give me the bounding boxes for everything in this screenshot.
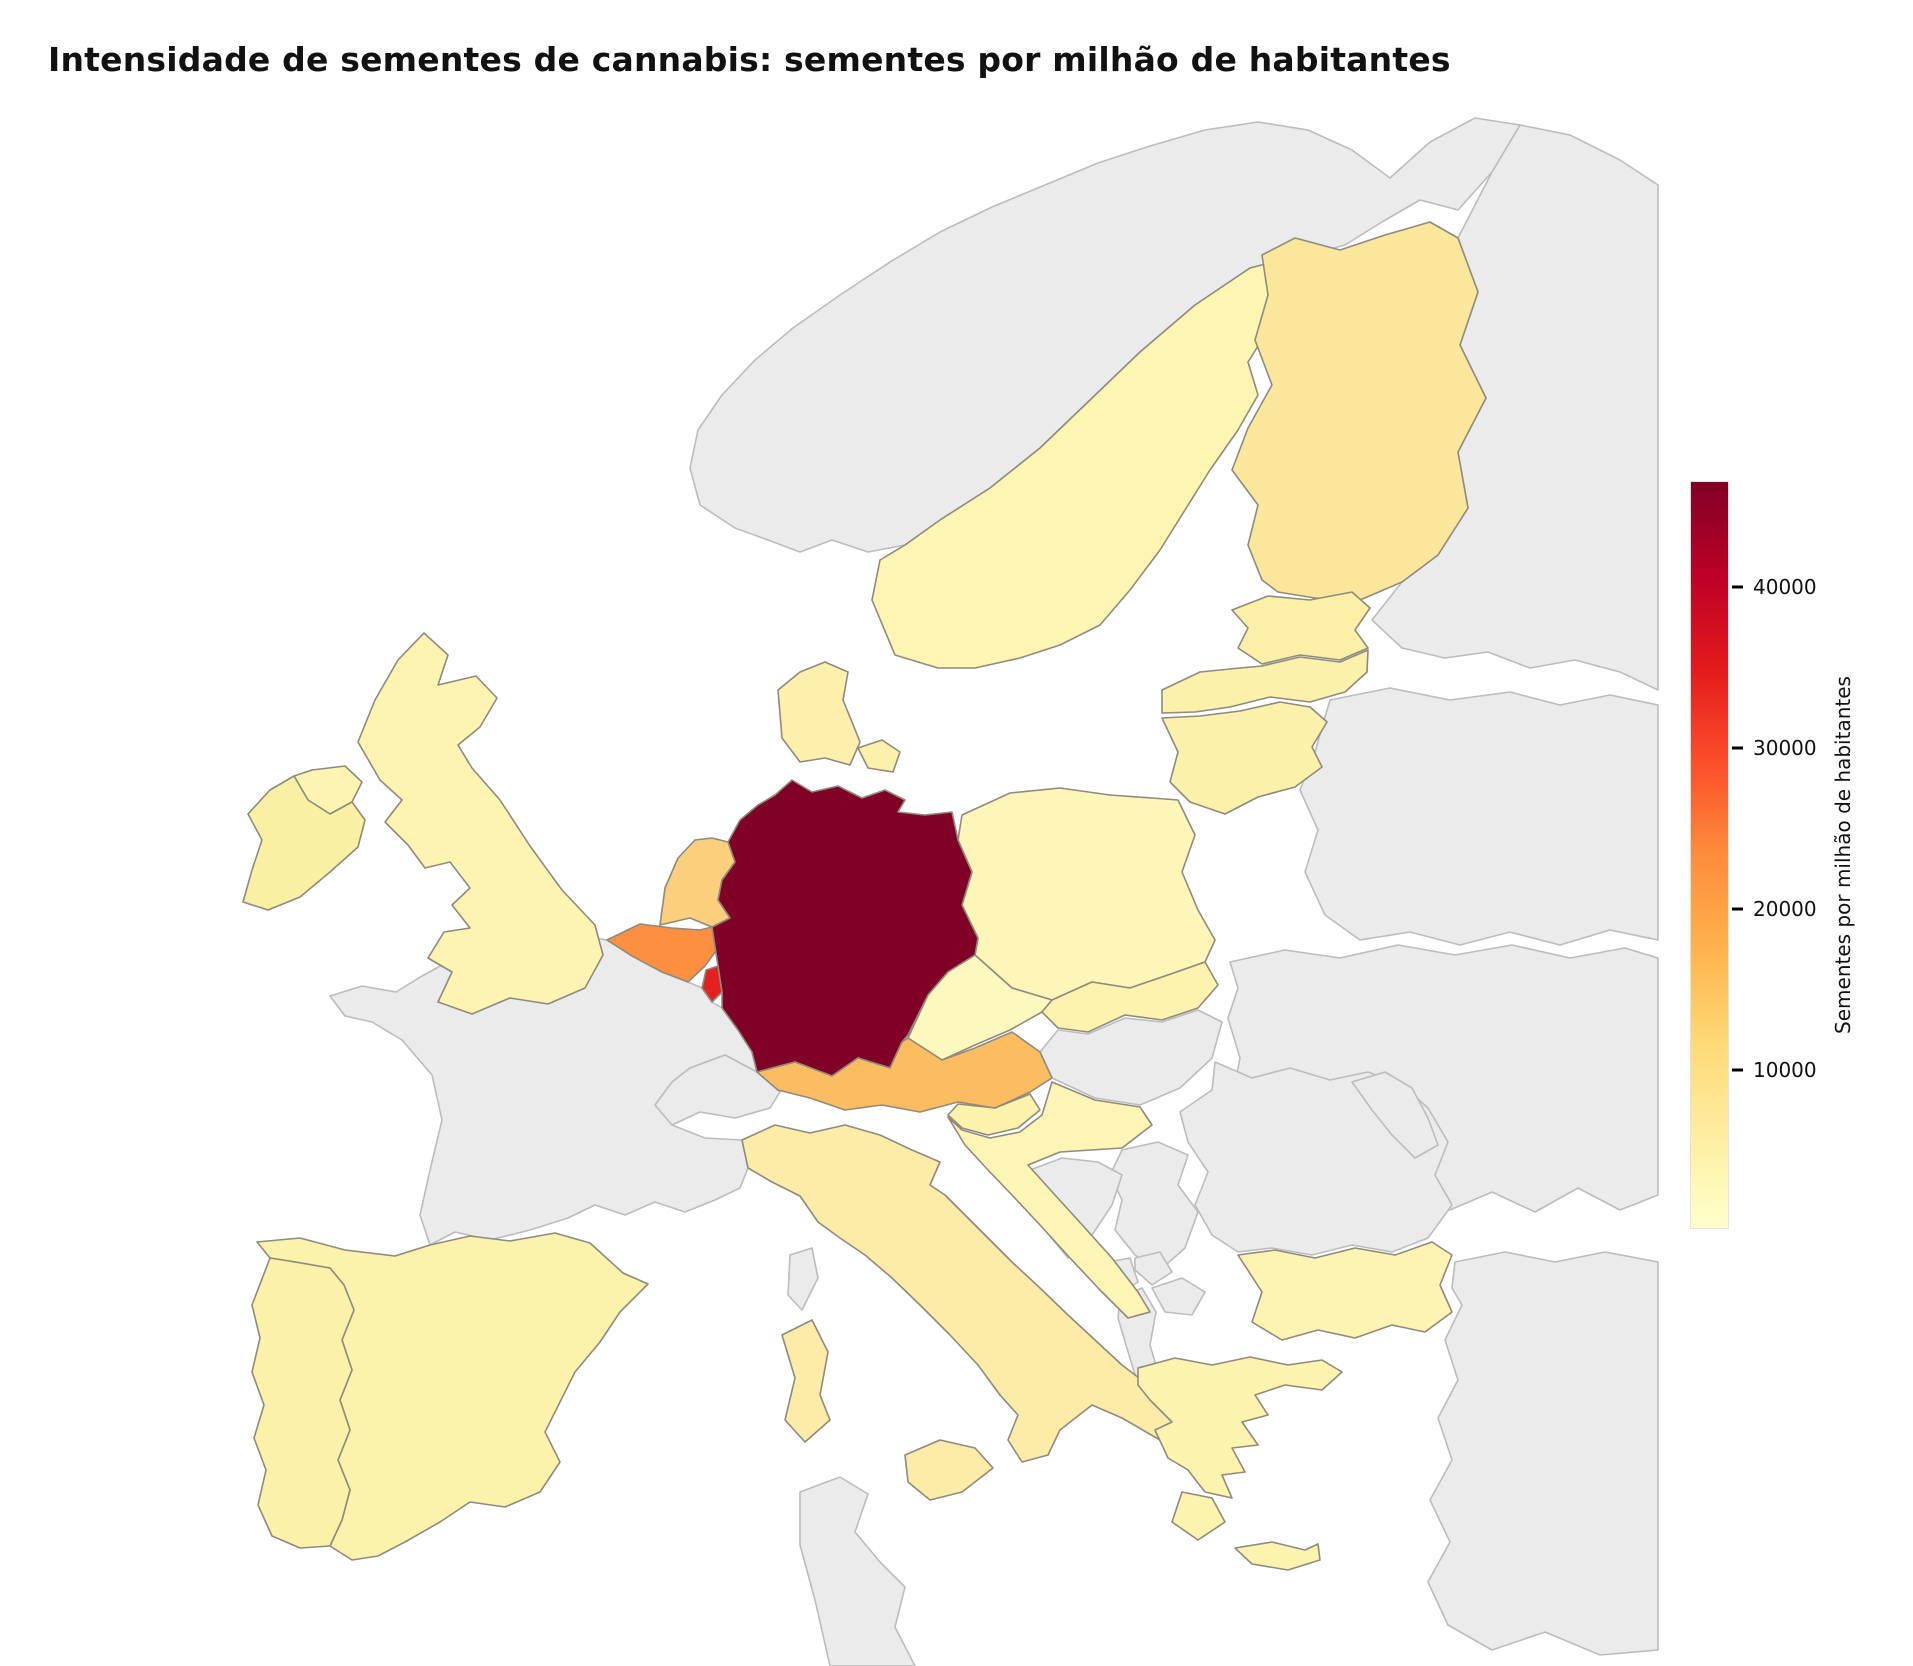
country-belarus [1299, 687, 1659, 946]
country-austria [756, 1031, 1053, 1113]
country-luxembourg [701, 965, 723, 1003]
country-greece-crete [1234, 1541, 1321, 1571]
country-turkey [1427, 1251, 1659, 1656]
country-slovakia [1041, 961, 1219, 1033]
country-bulgaria [1237, 1241, 1453, 1341]
country-ireland [242, 775, 366, 911]
country-slovenia [947, 1093, 1041, 1136]
colorbar-tick [1732, 585, 1743, 589]
colorbar-axis-label: Sementes por milhão de habitantes [1831, 676, 1855, 1034]
country-sweden [871, 254, 1323, 669]
country-macedonia [1151, 1277, 1206, 1316]
country-switzerland [654, 1054, 781, 1126]
colorbar-tick [1732, 1068, 1743, 1072]
country-latvia [1161, 649, 1369, 714]
colorbar-tick [1732, 907, 1743, 911]
country-moldova [1351, 1071, 1439, 1159]
country-poland [957, 787, 1216, 1001]
country-denmark-islands [857, 739, 901, 773]
country-greece-peloponnese [1171, 1491, 1226, 1541]
country-italy-sardinia [781, 1319, 831, 1443]
country-uk [357, 632, 604, 1015]
country-lithuania [1161, 701, 1328, 815]
country-serbia [1109, 1141, 1199, 1273]
colorbar-tick [1732, 746, 1743, 750]
country-estonia [1231, 591, 1371, 665]
country-greece [1137, 1356, 1343, 1499]
country-croatia [947, 1081, 1153, 1319]
chart-title: Intensidade de sementes de cannabis: sem… [48, 40, 1451, 79]
country-tunisia [799, 1476, 916, 1666]
colorbar-tick-label: 10000 [1753, 1058, 1817, 1083]
country-italy-sicily [904, 1439, 994, 1501]
country-portugal [251, 1257, 355, 1549]
colorbar-tick-label: 20000 [1753, 896, 1817, 921]
country-corsica [787, 1247, 819, 1311]
colorbar-tick-label: 30000 [1753, 735, 1817, 760]
country-finland [1231, 221, 1487, 601]
country-kosovo [1134, 1251, 1173, 1286]
colorbar-gradient [1690, 481, 1729, 1229]
colorbar-tick-label: 40000 [1753, 574, 1817, 599]
country-france [329, 931, 758, 1246]
country-czechia [907, 954, 1053, 1061]
country-denmark [777, 661, 861, 766]
